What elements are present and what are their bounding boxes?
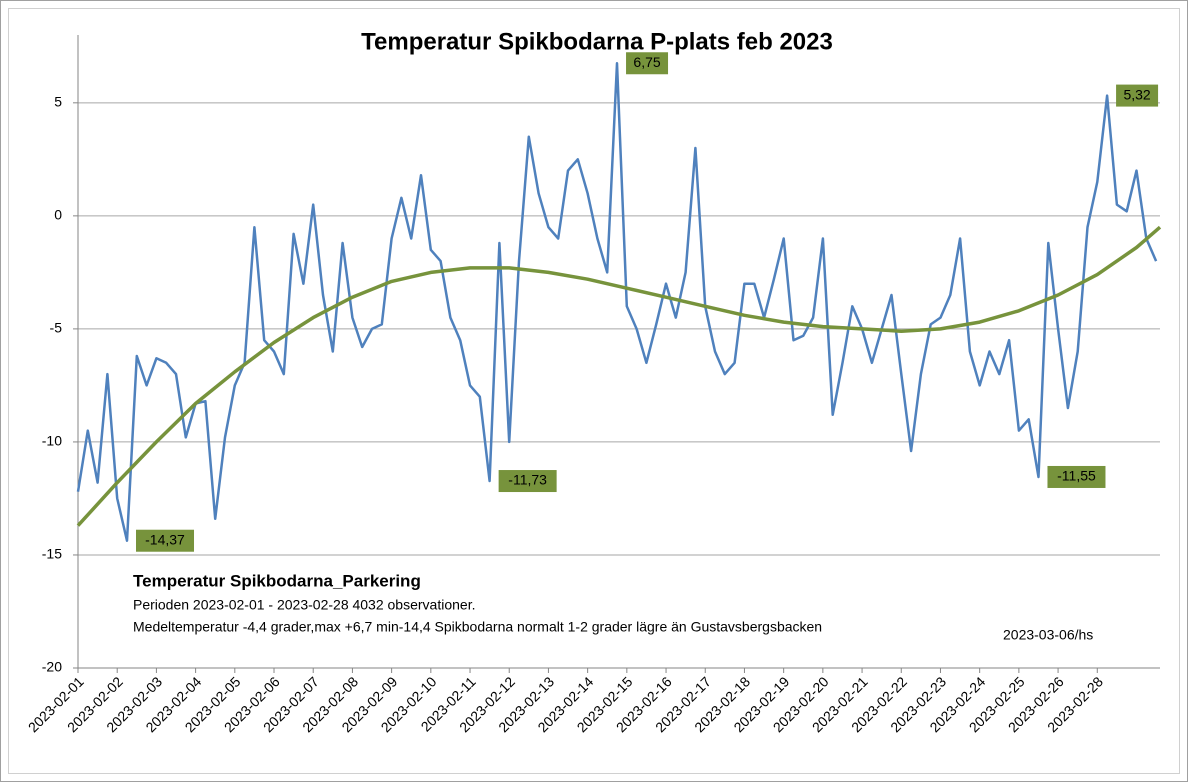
data-label: 6,75 [633,54,660,70]
data-label: 5,32 [1123,86,1150,102]
y-tick-label: 5 [54,94,62,110]
chart-title: Temperatur Spikbodarna P-plats feb 2023 [361,28,833,55]
note: 2023-03-06/hs [1003,627,1093,643]
y-tick-label: -15 [42,546,62,562]
y-tick-label: 0 [54,207,62,223]
series-line [76,225,1162,527]
data-label: -14,37 [145,531,185,547]
chart-area [8,8,1180,774]
note: Medeltemperatur -4,4 grader,max +6,7 min… [133,619,822,635]
data-label-box [1047,465,1106,488]
data-label-box [498,470,557,493]
data-label: -11,73 [508,472,547,488]
data-label-box [136,529,195,552]
data-label-box [1116,84,1159,107]
data-label-box [626,52,669,75]
note: Perioden 2023-02-01 - 2023-02-28 4032 ob… [133,597,475,613]
note-heading: Temperatur Spikbodarna_Parkering [133,571,421,590]
y-tick-label: -5 [50,320,63,336]
series-line [76,62,1158,542]
y-tick-label: -20 [42,659,62,675]
y-tick-label: -10 [42,433,62,449]
data-label: -11,55 [1057,468,1096,484]
